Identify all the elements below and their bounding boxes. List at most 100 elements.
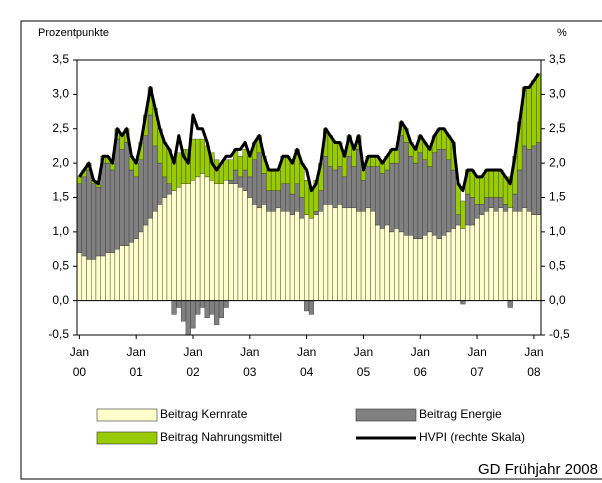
bar-segment bbox=[427, 231, 433, 301]
bar-segment bbox=[341, 176, 348, 209]
x-tick-label: Jan 01 bbox=[127, 345, 146, 379]
bar-segment bbox=[199, 173, 206, 301]
bar-segment bbox=[379, 162, 385, 174]
bar-segment bbox=[365, 207, 371, 301]
y-axis-label: Prozentpunkte bbox=[38, 27, 109, 39]
bar-segment bbox=[398, 135, 404, 233]
bar-segment bbox=[332, 169, 338, 209]
bar-segment bbox=[299, 197, 305, 219]
bar-segment bbox=[521, 145, 527, 209]
bar-segment bbox=[109, 169, 116, 253]
bar-segment bbox=[431, 235, 438, 301]
bar-segment bbox=[147, 217, 153, 301]
bar-segment bbox=[133, 176, 139, 239]
bar-segment bbox=[100, 162, 106, 257]
bar-segment bbox=[152, 145, 158, 212]
bar-segment bbox=[356, 211, 362, 301]
bar-segment bbox=[450, 228, 456, 301]
y2-tick-label: 2,0 bbox=[549, 155, 566, 169]
bar-segment bbox=[199, 300, 206, 308]
y-tick-label: -0,5 bbox=[48, 327, 69, 341]
bar-segment bbox=[517, 211, 523, 301]
bar-segment bbox=[332, 142, 338, 171]
bar-segment bbox=[76, 176, 82, 184]
bar-segment bbox=[304, 180, 310, 215]
bar-segment bbox=[76, 183, 82, 253]
bar-segment bbox=[521, 207, 527, 301]
bar-segment bbox=[488, 207, 494, 301]
bar-segment bbox=[384, 169, 390, 226]
x-tick-label: Jan 06 bbox=[411, 345, 430, 379]
legend-swatch bbox=[96, 431, 158, 445]
bar-segment bbox=[218, 183, 224, 301]
bar-segment bbox=[394, 162, 400, 229]
y2-tick-label: 1,5 bbox=[549, 190, 566, 204]
bar-segment bbox=[195, 176, 201, 301]
bar-segment bbox=[412, 149, 419, 164]
bar-segment bbox=[114, 138, 120, 250]
bar-segment bbox=[190, 300, 196, 329]
bar-segment bbox=[228, 159, 234, 181]
y-tick-label: 1,0 bbox=[52, 224, 69, 238]
bar-segment bbox=[105, 162, 111, 253]
bar-segment bbox=[337, 204, 343, 301]
bar-segment bbox=[502, 211, 509, 301]
bar-segment bbox=[285, 183, 291, 212]
x-tick-label: Jan 00 bbox=[70, 345, 89, 379]
bar-segment bbox=[204, 176, 210, 301]
bar-segment bbox=[493, 211, 499, 301]
y2-axis-label: % bbox=[557, 27, 567, 39]
bar-segment bbox=[214, 183, 220, 301]
bar-segment bbox=[460, 228, 466, 301]
bar-segment bbox=[242, 169, 248, 191]
y2-tick-label: 2,5 bbox=[549, 121, 566, 135]
bar-segment bbox=[228, 183, 234, 301]
bar-segment bbox=[166, 183, 172, 195]
bar-segment bbox=[256, 207, 262, 301]
bar-segment bbox=[488, 197, 494, 209]
legend-label: Beitrag Nahrungsmittel bbox=[160, 430, 282, 444]
bar-segment bbox=[408, 156, 414, 236]
bar-segment bbox=[441, 235, 447, 301]
bar-segment bbox=[266, 211, 272, 301]
bar-segment bbox=[180, 300, 187, 322]
bar-segment bbox=[143, 224, 149, 301]
bar-segment bbox=[190, 180, 196, 301]
bar-segment bbox=[95, 186, 101, 257]
bar-segment bbox=[370, 166, 376, 212]
bar-segment bbox=[493, 169, 499, 198]
bar-segment bbox=[512, 193, 518, 212]
bar-segment bbox=[313, 211, 319, 215]
bar-segment bbox=[105, 252, 111, 301]
bar-segment bbox=[488, 169, 494, 198]
bar-segment bbox=[237, 156, 243, 178]
bar-segment bbox=[308, 217, 314, 301]
bar-segment bbox=[422, 159, 428, 236]
bar-segment bbox=[204, 300, 210, 319]
bar-segment bbox=[346, 156, 352, 209]
bar-segment bbox=[251, 159, 258, 205]
bar-segment bbox=[341, 156, 348, 178]
bar-segment bbox=[266, 169, 272, 191]
bar-segment bbox=[133, 162, 139, 178]
bar-segment bbox=[157, 204, 163, 301]
bar-segment bbox=[251, 204, 258, 301]
bar-segment bbox=[86, 259, 92, 301]
bar-segment bbox=[275, 169, 281, 191]
bar-segment bbox=[128, 169, 135, 243]
bar-segment bbox=[166, 193, 172, 301]
line bbox=[78, 72, 540, 193]
bar-segment bbox=[247, 156, 253, 178]
bar-segment bbox=[318, 211, 324, 301]
bar-segment bbox=[431, 152, 438, 236]
bar-segment bbox=[498, 197, 504, 209]
bar-segment bbox=[91, 259, 97, 301]
bar-segment bbox=[294, 183, 300, 212]
bar-segment bbox=[176, 300, 182, 308]
bar-segment bbox=[332, 207, 338, 301]
y2-tick-label: 3,0 bbox=[549, 87, 566, 101]
bar-segment bbox=[209, 180, 215, 301]
bar-segment bbox=[441, 149, 447, 236]
bar-segment bbox=[531, 80, 537, 147]
